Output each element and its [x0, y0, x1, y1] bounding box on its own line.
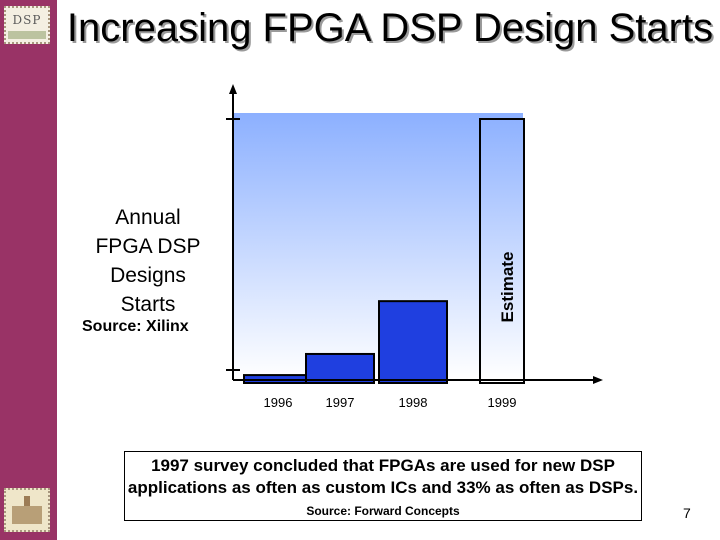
- x-tick-labels: 1996 1997 1998 1999: [264, 395, 517, 410]
- logo-stripe: [8, 31, 46, 39]
- survey-note-box: 1997 survey concluded that FPGAs are use…: [124, 451, 642, 521]
- conference-logo: [4, 488, 50, 532]
- page-number: 7: [683, 505, 691, 521]
- logo-building: [12, 506, 42, 524]
- dsp-logo-text: DSP: [12, 13, 42, 27]
- y-axis-label: Annual FPGA DSP Designs Starts: [62, 203, 234, 319]
- estimate-label: Estimate: [498, 251, 517, 323]
- survey-note-text: 1997 survey concluded that FPGAs are use…: [127, 456, 639, 497]
- x-axis-arrow: [593, 376, 603, 384]
- y-label-line: Starts: [120, 293, 176, 316]
- survey-note-source: Source: Forward Concepts: [306, 504, 460, 518]
- source-label: Source: Xilinx: [82, 318, 189, 335]
- y-axis-arrow: [229, 84, 237, 94]
- x-tick-label: 1997: [326, 395, 355, 410]
- y-label-line: Designs: [110, 264, 186, 287]
- slide-title: Increasing FPGA DSP Design Starts: [66, 6, 714, 50]
- bar: [305, 352, 375, 384]
- x-tick-label: 1999: [488, 395, 517, 410]
- x-tick-label: 1998: [399, 395, 428, 410]
- bar: [378, 300, 448, 384]
- x-tick-label: 1996: [264, 395, 293, 410]
- logo-spire: [24, 496, 30, 506]
- y-label-line: Annual: [115, 206, 181, 229]
- dsp-logo: DSP: [4, 6, 50, 44]
- bar-estimate: [479, 118, 525, 384]
- y-label-line: FPGA DSP: [95, 235, 201, 258]
- sidebar: DSP: [0, 0, 57, 540]
